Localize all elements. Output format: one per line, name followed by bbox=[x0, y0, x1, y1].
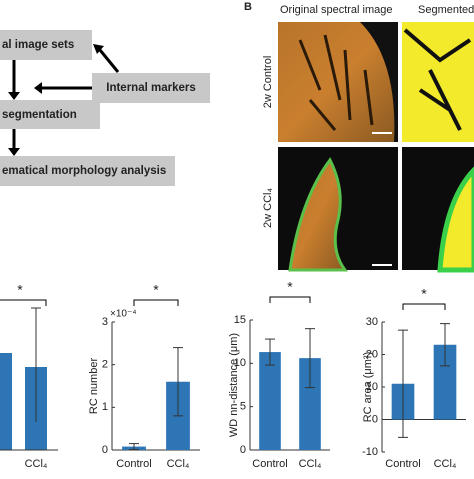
x-tick-label: CCl₄ bbox=[167, 458, 190, 470]
flow-label: ematical morphology analysis bbox=[2, 165, 166, 177]
y-tick-label: 3 bbox=[102, 316, 108, 328]
y-axis-label: WD nn-distance (μm) bbox=[228, 333, 240, 437]
significance: * bbox=[17, 282, 23, 298]
significance-bracket bbox=[0, 299, 47, 306]
flow-label: segmentation bbox=[2, 109, 77, 121]
panel-b: B Original spectral image Segmented 2w C… bbox=[244, 1, 474, 273]
flow-label: Internal markers bbox=[106, 82, 196, 94]
x-tick-label: CCl₄ bbox=[434, 458, 457, 470]
flow-label: al image sets bbox=[2, 39, 74, 51]
bar bbox=[0, 353, 12, 450]
flow-box bbox=[0, 30, 92, 60]
y-tick-label: 10 bbox=[234, 357, 246, 369]
y-tick-label: 1 bbox=[102, 401, 108, 413]
significance: * bbox=[153, 282, 159, 298]
y-exponent: ×10⁻⁴ bbox=[110, 309, 137, 320]
y-tick-label: 15 bbox=[234, 314, 246, 326]
arrows bbox=[12, 49, 120, 148]
y-tick-label: -10 bbox=[362, 446, 378, 458]
row-header: 2w Control bbox=[262, 56, 274, 109]
y-tick-label: 0 bbox=[240, 444, 246, 456]
column-header: Original spectral image bbox=[280, 4, 393, 16]
x-tick-label: Control bbox=[252, 458, 287, 470]
scale-bar bbox=[372, 264, 392, 266]
flow-box bbox=[0, 156, 175, 186]
y-tick-label: 2 bbox=[102, 359, 108, 371]
y-tick-label: 0 bbox=[102, 444, 108, 456]
flowchart: al image sets Internal markers segmentat… bbox=[0, 30, 210, 186]
y-tick-label: 20 bbox=[366, 348, 378, 360]
x-tick-label: CCl₄ bbox=[299, 458, 322, 470]
x-tick-label: Control bbox=[385, 458, 420, 470]
significance: * bbox=[287, 279, 293, 295]
image-detail bbox=[298, 34, 374, 131]
row-header: 2w CCl₄ bbox=[262, 188, 274, 228]
scale-bar bbox=[372, 132, 392, 134]
y-tick-label: 5 bbox=[240, 401, 246, 413]
column-header: Segmented bbox=[418, 4, 474, 16]
y-tick-label: 30 bbox=[366, 316, 378, 328]
panel-label: B bbox=[244, 1, 252, 13]
bar bbox=[299, 358, 321, 450]
y-axis-label: RC number bbox=[88, 358, 100, 415]
arrow-heads bbox=[8, 44, 104, 156]
x-tick-label: Control bbox=[116, 458, 151, 470]
x-tick-label: CCl₄ bbox=[25, 458, 48, 470]
flow-box bbox=[0, 100, 100, 129]
image-detail bbox=[403, 28, 472, 131]
bar bbox=[259, 352, 281, 450]
significance: * bbox=[421, 286, 427, 302]
significance-bracket bbox=[402, 303, 446, 310]
bar bbox=[433, 344, 457, 420]
y-axis-label: RC area (μm²) bbox=[362, 352, 374, 423]
cropped-chart: * CCl₄ bbox=[0, 282, 58, 470]
flow-box bbox=[92, 73, 210, 103]
significance-bracket bbox=[133, 299, 179, 306]
y-tick-label: 10 bbox=[366, 381, 378, 393]
image bbox=[288, 157, 348, 272]
significance-bracket bbox=[269, 296, 311, 303]
y-tick-label: 0 bbox=[372, 413, 378, 425]
